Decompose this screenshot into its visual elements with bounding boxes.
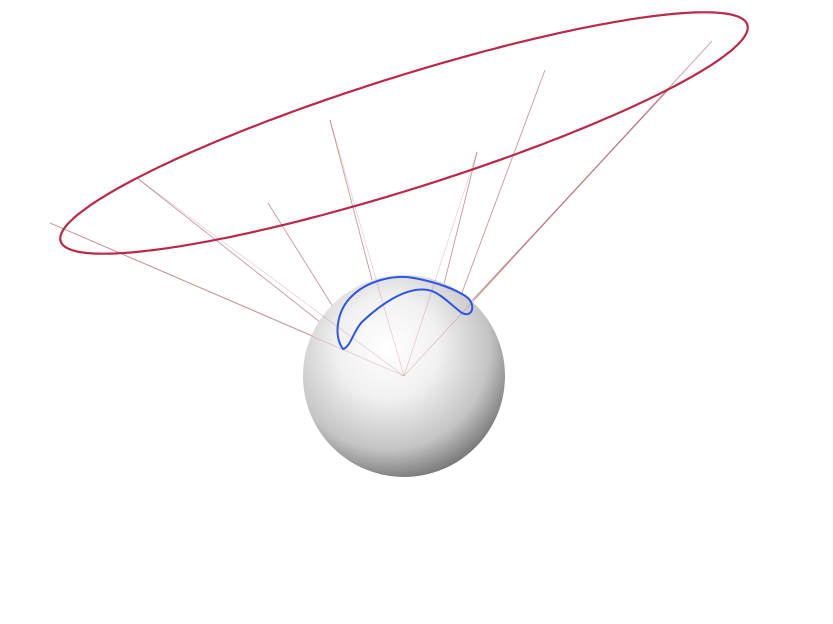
projection-ray	[473, 40, 713, 301]
spherical-curve	[336, 276, 474, 351]
projection-ray	[329, 119, 373, 281]
projection-ellipse	[59, 11, 749, 255]
background-rays	[49, 40, 713, 350]
projection-ray	[403, 89, 669, 377]
projection-ray	[49, 222, 344, 350]
projection-ray	[136, 177, 405, 377]
projection-ray	[441, 151, 478, 293]
projection-ray	[267, 202, 341, 319]
projection-ray	[49, 222, 405, 377]
projection-ray	[329, 119, 405, 377]
foreground-rays	[49, 89, 669, 377]
sphere	[303, 275, 505, 477]
projection-ray	[459, 69, 546, 299]
projection-ray	[136, 177, 321, 323]
projection-ray	[403, 151, 478, 377]
